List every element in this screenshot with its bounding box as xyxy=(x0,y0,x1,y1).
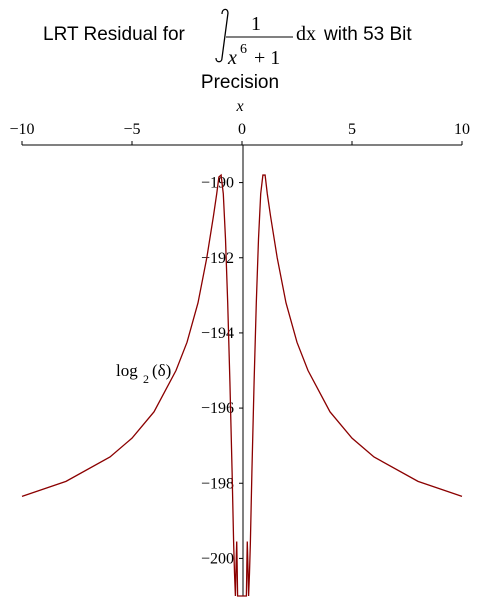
x-tick-label: −5 xyxy=(123,121,140,138)
y-label-base: log xyxy=(116,361,138,380)
x-tick-label: 0 xyxy=(238,121,246,138)
title-denominator-rest: + 1 xyxy=(254,47,280,69)
title-line2: Precision xyxy=(201,72,279,93)
y-ticks: −190−192−194−196−198−200 xyxy=(201,175,243,567)
title-suffix: with 53 Bit xyxy=(323,24,412,45)
integral-sign xyxy=(215,8,229,63)
title-numerator: 1 xyxy=(251,13,261,35)
y-tick-label: −196 xyxy=(201,400,234,417)
y-tick-label: −194 xyxy=(201,325,234,342)
y-axis-label: log 2 (δ) xyxy=(116,361,171,386)
title-differential: dx xyxy=(296,23,316,45)
y-tick-label: −200 xyxy=(201,550,234,567)
y-tick-label: −198 xyxy=(201,475,234,492)
x-tick-label: 10 xyxy=(454,121,470,138)
title-denominator-base: x xyxy=(227,47,237,69)
y-label-sub: 2 xyxy=(143,372,149,386)
x-tick-label: 5 xyxy=(348,121,356,138)
y-label-arg: (δ) xyxy=(152,361,171,380)
chart-title: LRT Residual for 1 x 6 + 1 dx with 53 Bi… xyxy=(43,8,412,93)
title-prefix: LRT Residual for xyxy=(43,24,186,45)
x-ticks: −10 −5 0 5 10 xyxy=(9,121,470,145)
x-tick-label: −10 xyxy=(9,121,34,138)
x-axis-label: x xyxy=(235,98,243,115)
series-line xyxy=(21,173,463,597)
title-denominator-exp: 6 xyxy=(240,42,247,57)
